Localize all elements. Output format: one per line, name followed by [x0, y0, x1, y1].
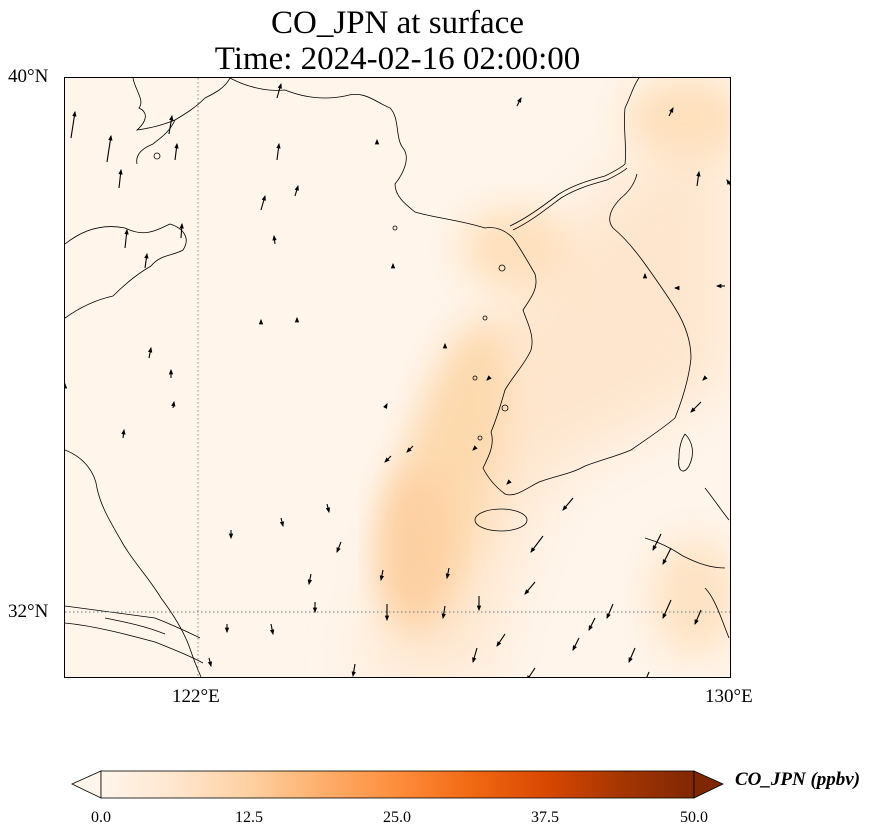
colorbar-gradient — [100, 770, 695, 799]
wind-arrow — [121, 428, 126, 439]
wind-arrow — [260, 194, 266, 211]
concentration-plume — [365, 78, 730, 677]
wind-arrow — [524, 581, 536, 595]
wind-arrow — [702, 375, 708, 381]
wind-arrow — [294, 184, 299, 197]
wind-arrow — [445, 567, 451, 580]
colorbar-tick: 37.5 — [531, 809, 559, 826]
wind-arrow — [696, 170, 701, 187]
wind-arrow — [269, 623, 275, 636]
wind-arrow — [726, 179, 730, 186]
gridlines — [65, 78, 730, 677]
wind-arrow — [118, 168, 123, 189]
colorbar-tick: 50.0 — [680, 809, 708, 826]
wind-arrow — [441, 605, 446, 620]
wind-arrow — [562, 497, 574, 511]
wind-arrow — [662, 599, 672, 620]
wind-arrow — [171, 400, 176, 409]
wind-arrow — [384, 455, 392, 463]
map-subtitle-time: Time: 2024-02-16 02:00:00 — [214, 41, 581, 77]
lon-tick-130e: 130°E — [705, 686, 753, 707]
wind-arrow — [179, 222, 184, 239]
wind-arrow — [124, 228, 129, 249]
coastlines — [65, 78, 730, 677]
lat-tick-40n: 40°N — [8, 66, 49, 87]
lon-tick-122e: 122°E — [172, 686, 220, 707]
wind-arrow — [272, 234, 277, 245]
wind-arrow — [606, 603, 614, 620]
colorbar-extend-min — [71, 770, 102, 799]
colorbar-tick: 12.5 — [235, 809, 263, 826]
map-title: CO_JPN at surface — [271, 5, 524, 41]
map-canvas — [65, 78, 730, 677]
wind-arrow — [144, 252, 149, 269]
wind-arrow — [516, 97, 522, 107]
wind-arrow — [325, 503, 331, 514]
wind-arrow — [307, 573, 313, 586]
wind-arrow — [572, 637, 580, 651]
wind-arrow — [70, 110, 77, 139]
wind-vectors — [65, 82, 730, 677]
colorbar-label: CO_JPN (ppbv) — [735, 769, 861, 790]
wind-arrow — [628, 647, 636, 664]
wind-arrow — [406, 445, 414, 453]
wind-arrow — [174, 142, 179, 161]
wind-arrow — [530, 535, 544, 553]
wind-arrow — [486, 375, 492, 381]
colorbar-tick: 25.0 — [383, 809, 411, 826]
wind-arrow — [668, 107, 674, 117]
wind-arrow — [588, 617, 596, 631]
wind-arrow — [383, 403, 388, 409]
lat-tick-32n: 32°N — [8, 601, 49, 622]
wind-arrow — [496, 633, 506, 647]
map-panel — [64, 77, 731, 678]
colorbar — [71, 770, 724, 799]
wind-arrow — [351, 663, 356, 677]
wind-arrow — [690, 401, 702, 413]
wind-arrow — [472, 647, 478, 664]
wind-arrow — [652, 533, 662, 551]
wind-arrow — [662, 547, 672, 565]
colorbar-extend-max — [693, 770, 724, 799]
wind-arrow — [506, 479, 512, 485]
colorbar-tick: 0.0 — [91, 809, 111, 826]
wind-arrow — [279, 517, 285, 528]
wind-arrow — [106, 134, 113, 163]
wind-arrow — [694, 609, 702, 626]
wind-arrow — [526, 667, 536, 677]
wind-arrow — [276, 82, 282, 99]
wind-arrow — [472, 445, 478, 451]
wind-arrow — [336, 541, 342, 554]
wind-arrow — [168, 114, 174, 135]
wind-arrow — [379, 569, 385, 582]
wind-arrow — [276, 142, 281, 161]
wind-arrow — [207, 657, 213, 668]
wind-arrow — [147, 346, 153, 359]
wind-arrow — [646, 671, 650, 677]
